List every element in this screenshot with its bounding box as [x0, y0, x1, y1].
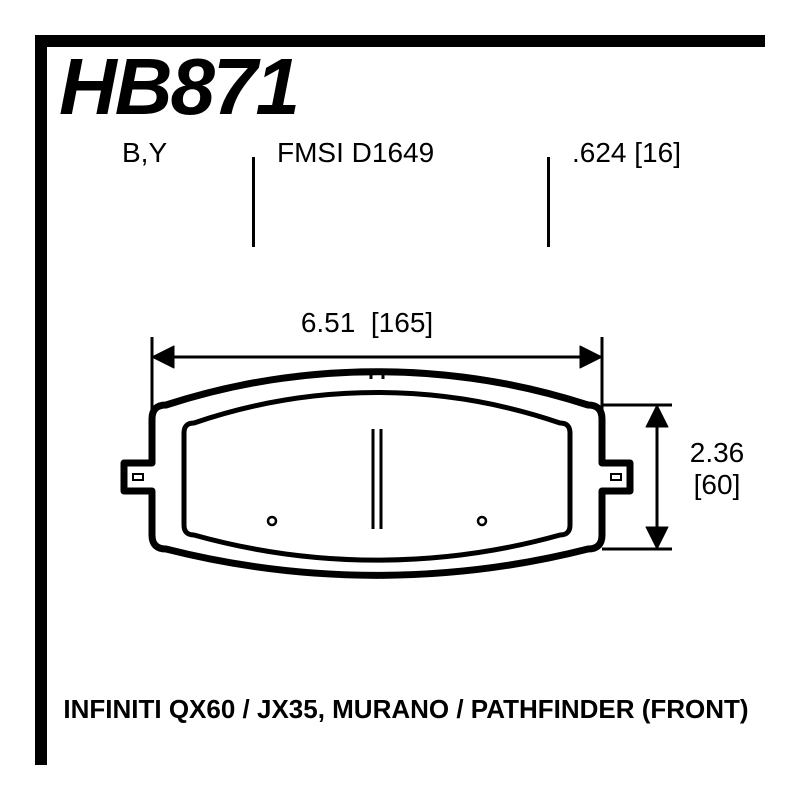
brake-pad-diagram — [47, 47, 765, 765]
vehicle-fitment: INFINITI QX60 / JX35, MURANO / PATHFINDE… — [47, 694, 765, 725]
diagram-frame: HB871 B,Y FMSI D1649 .624 [16] 6.51 [165… — [35, 35, 765, 765]
